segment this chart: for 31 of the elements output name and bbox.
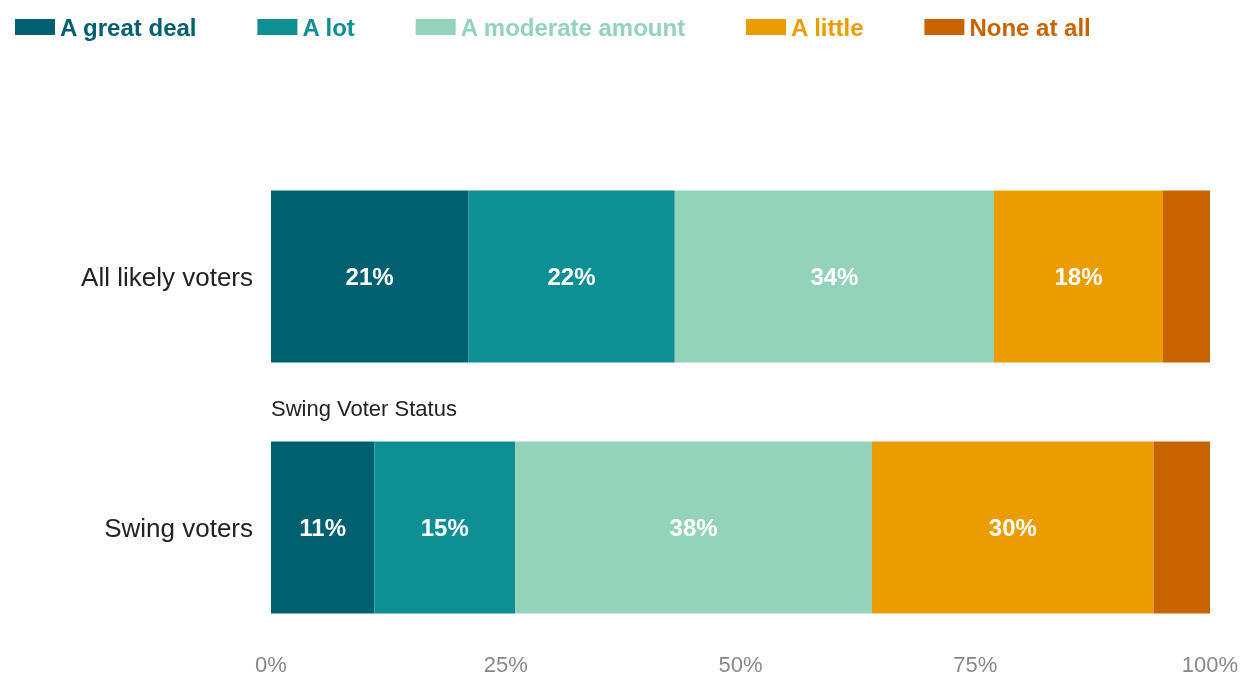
data-label: 22% xyxy=(547,263,596,290)
legend-label: None at all xyxy=(969,13,1091,41)
data-label: 38% xyxy=(669,514,718,541)
y-tick-label: Swing voters xyxy=(104,512,253,543)
x-tick-label: 25% xyxy=(483,651,528,675)
annotation: Swing Voter Status xyxy=(271,396,457,421)
data-label: 11% xyxy=(299,514,346,541)
y-tick-label: All likely voters xyxy=(81,261,253,292)
bar xyxy=(674,190,995,363)
legend-label: A little xyxy=(791,13,864,41)
bar xyxy=(271,190,469,363)
bar xyxy=(871,441,1154,614)
data-label: 15% xyxy=(420,514,469,541)
bar xyxy=(468,190,675,363)
x-tick-label: 50% xyxy=(718,651,763,675)
data-label: 30% xyxy=(988,514,1037,541)
x-tick-label: 100% xyxy=(1181,651,1239,675)
bar xyxy=(1163,190,1210,363)
legend-label: A moderate amount xyxy=(460,13,686,41)
data-label: 18% xyxy=(1054,263,1103,290)
x-tick-label: 75% xyxy=(953,651,998,675)
x-tick-label: 0% xyxy=(255,651,287,675)
legend-label: A lot xyxy=(302,13,355,41)
bar xyxy=(994,190,1164,363)
data-label: 34% xyxy=(810,263,859,290)
bar xyxy=(271,441,375,614)
bar xyxy=(374,441,516,614)
bar xyxy=(515,441,872,614)
legend-label: A great deal xyxy=(60,13,197,41)
data-label: 21% xyxy=(345,263,394,290)
bar xyxy=(1153,441,1210,614)
